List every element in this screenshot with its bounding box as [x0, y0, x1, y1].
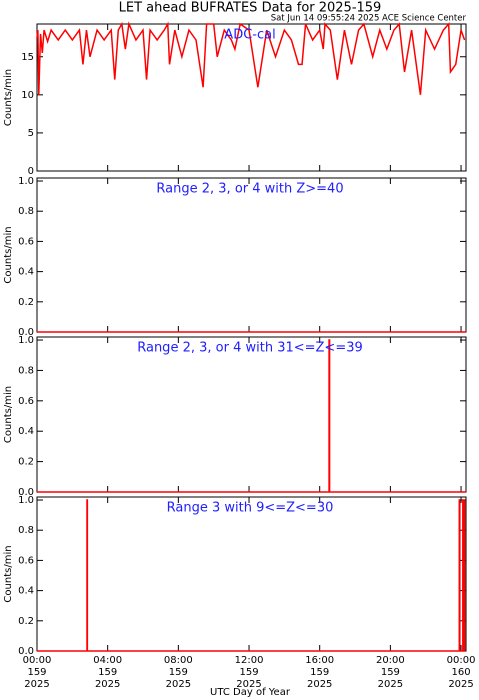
x-tick-day: 159	[310, 667, 329, 678]
x-tick-year: 2025	[166, 679, 191, 690]
x-tick-label: 08:00	[164, 655, 193, 666]
y-tick-label: 0.0	[18, 327, 34, 338]
x-tick-day: 159	[169, 667, 188, 678]
x-tick-label: 04:00	[93, 655, 122, 666]
data-line	[37, 499, 466, 652]
y-tick-label: 0.0	[18, 487, 34, 498]
y-tick-label: 0.8	[18, 365, 34, 376]
y-tick-label: 0.4	[18, 267, 34, 278]
x-tick-label: 00:00	[447, 655, 476, 666]
y-tick-label: 0.2	[18, 457, 34, 468]
x-tick-year: 2025	[236, 679, 261, 690]
y-axis-label: Counts/min	[3, 386, 14, 443]
plot-frame	[36, 23, 467, 172]
plot-frame	[36, 177, 467, 333]
x-tick-day: 159	[27, 667, 46, 678]
plot-frame	[36, 336, 467, 493]
y-tick-label: 5	[28, 128, 34, 139]
x-tick-label: 00:00	[23, 655, 52, 666]
y-tick-label: 15	[21, 52, 34, 63]
y-tick-label: 0.8	[18, 206, 34, 217]
x-tick-day: 159	[239, 667, 258, 678]
y-tick-label: 0.2	[18, 616, 34, 627]
data-line	[36, 21, 466, 95]
chart-subtitle: Sat Jun 14 09:55:24 2025 ACE Science Cen…	[271, 14, 467, 24]
y-tick-label: 0	[28, 166, 34, 177]
y-axis-label: Counts/min	[3, 69, 14, 126]
y-tick-label: 10	[21, 90, 34, 101]
x-tick-label: 16:00	[305, 655, 334, 666]
x-tick-year: 2025	[378, 679, 403, 690]
y-tick-label: 0.6	[18, 555, 34, 566]
chart-title: LET ahead BUFRATES Data for 2025-159	[119, 1, 382, 16]
x-tick-year: 2025	[95, 679, 120, 690]
annotation: Range 2, 3, or 4 with Z>=40	[156, 182, 343, 197]
x-tick-label: 12:00	[235, 655, 264, 666]
x-tick-day: 159	[98, 667, 117, 678]
x-tick-day: 159	[381, 667, 400, 678]
y-tick-label: 0.2	[18, 297, 34, 308]
annotation: ADC-cal	[224, 28, 275, 43]
y-tick-label: 0.6	[18, 236, 34, 247]
annotation: Range 3 with 9<=Z<=30	[167, 501, 334, 516]
y-tick-label: 0.4	[18, 586, 34, 597]
data-line	[37, 339, 466, 493]
y-tick-label: 1.0	[18, 176, 34, 187]
y-axis-label: Counts/min	[3, 545, 14, 602]
y-tick-label: 0.6	[18, 396, 34, 407]
plot-frame	[36, 496, 467, 652]
y-tick-label: 1.0	[18, 495, 34, 506]
x-tick-day: 160	[452, 667, 471, 678]
annotation: Range 2, 3, or 4 with 31<=Z<=39	[137, 341, 363, 356]
x-tick-label: 20:00	[376, 655, 405, 666]
x-tick-year: 2025	[307, 679, 332, 690]
y-tick-label: 0.8	[18, 525, 34, 536]
x-axis-label: UTC Day of Year	[210, 687, 291, 698]
x-tick-year: 2025	[24, 679, 49, 690]
y-tick-label: 1.0	[18, 335, 34, 346]
y-axis-label: Counts/min	[3, 226, 14, 283]
y-tick-label: 0.4	[18, 426, 34, 437]
y-tick-label: 0.0	[18, 646, 34, 657]
x-tick-year: 2025	[448, 679, 473, 690]
